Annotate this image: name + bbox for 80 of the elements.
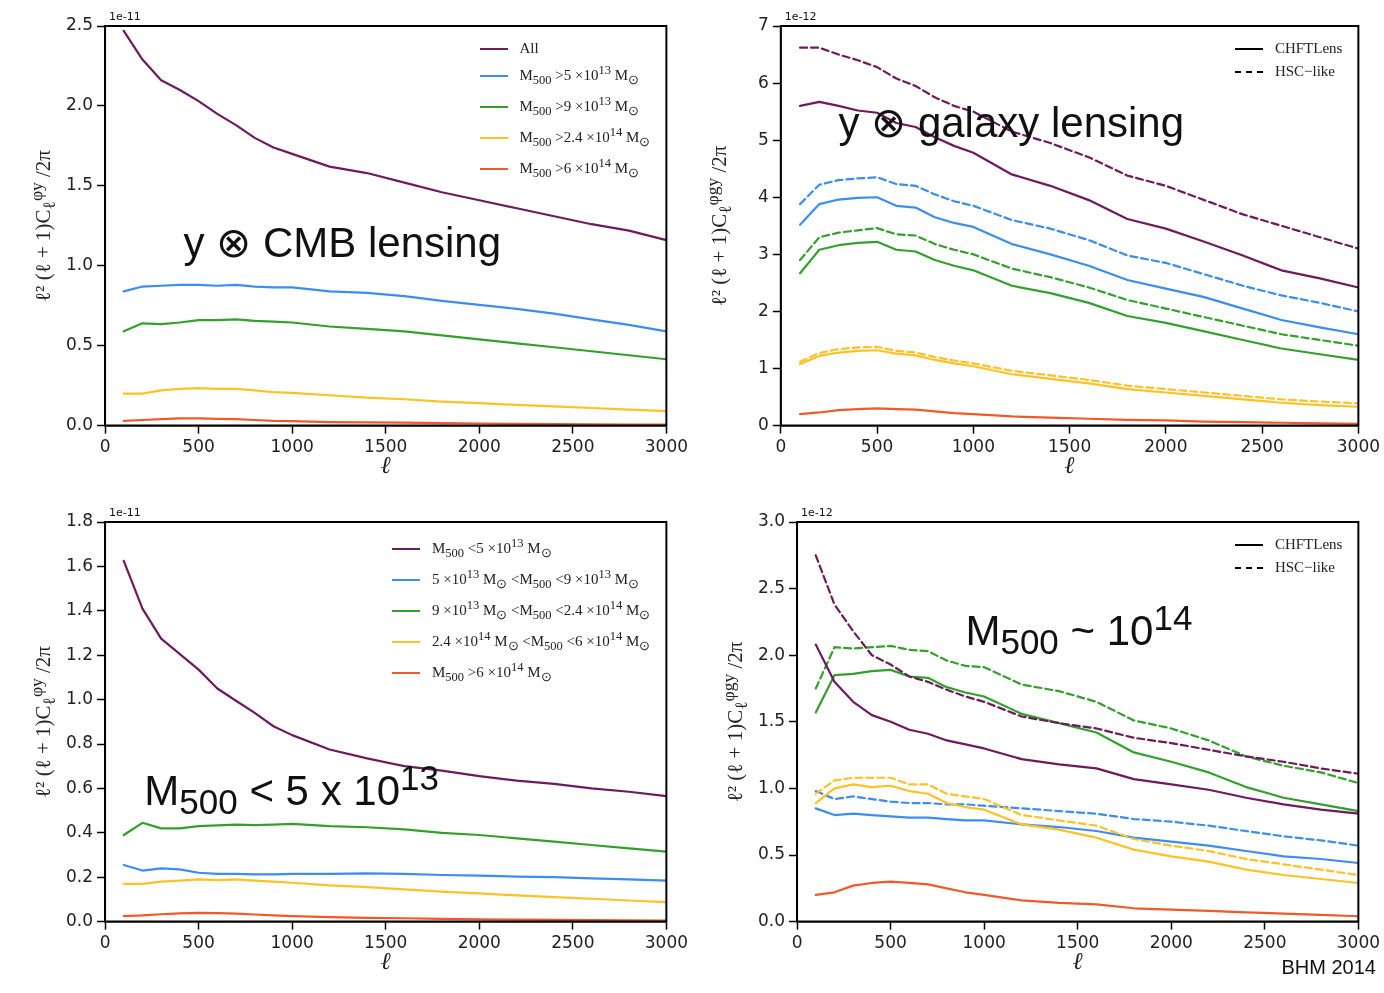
y-tick-label: 2.0 [65,94,94,115]
y-tick-label: 0.2 [65,865,94,886]
x-tick-label: 1000 [270,932,314,953]
y-tick-label: 3 [757,242,769,263]
y-tick-label: 7 [757,14,769,35]
x-tick-label: 3000 [644,436,688,457]
y-tick-label: 0.6 [65,776,94,797]
annotation: M$_{500}$ < 5 x 10$^{13}$ [144,757,439,822]
legend-label: M$_{500}$ >9 ×10$^{13}$ M$_{⊙}$ [519,94,640,119]
line-series [814,554,1359,775]
y-tick-label: 1.6 [65,554,94,575]
x-tick-label: 0 [791,932,803,953]
y-tick-label: 2.5 [65,14,94,35]
y-tick-label: 5 [757,128,769,149]
x-tick-label: 3000 [1336,932,1380,953]
annotation: M$_{500}$ ~ 10$^{14}$ [965,597,1193,663]
legend-label: M$_{500}$ >6 ×10$^{14}$ M$_{⊙}$ [432,660,552,685]
y-tick-label: 1.0 [65,688,94,709]
line-series [798,226,1359,347]
legend-label: CHFTLens [1274,40,1343,57]
y-tick-label: 1.5 [757,710,786,731]
x-tick-label: 0 [99,932,111,953]
y-tick-label: 0.5 [65,334,94,355]
text: 5 ×10$^{13}$ M$_{⊙}$ <M$_{500}$ <9 ×10$^{13}$ M$_{⊙}$ [432,567,640,591]
y-tick-label: 1.2 [65,643,94,664]
x-tick-label: 1000 [270,436,314,457]
x-tick-label: 2000 [1144,436,1188,457]
annotation: y ⊗ CMB lensing [183,217,502,267]
y-tick-label: 4 [757,185,769,206]
line-series [798,176,1359,313]
y-tick-label: 0.4 [65,821,94,842]
y-tick-label: 1.4 [65,599,94,620]
y-tick-label: 1.5 [65,174,94,195]
x-tick-label: 1000 [951,436,995,457]
legend-label: M$_{500}$ >5 ×10$^{13}$ M$_{⊙}$ [519,63,640,88]
x-tick-label: 500 [860,436,894,457]
legend-label: All [519,40,539,57]
text: 1e-11 [109,10,141,23]
legend-label: M$_{500}$ >6 ×10$^{14}$ M$_{⊙}$ [519,156,640,181]
x-tick-label: 3000 [1336,436,1380,457]
x-tick-label: 500 [874,932,907,953]
x-tick-label: 2000 [1149,932,1193,953]
x-tick-label: 2500 [1243,932,1287,953]
y-tick-label: 1.8 [65,510,94,531]
y-tick-label: 0 [757,414,769,435]
legend-label: HSC−like [1274,63,1336,80]
x-tick-label: 2000 [457,436,501,457]
x-tick-label: 2500 [1240,436,1284,457]
x-tick-label: 1000 [962,932,1006,953]
y-tick-label: 2.5 [757,577,786,598]
y-tick-label: 1 [757,356,769,377]
legend-label: HSC−like [1274,559,1336,576]
y-tick-label: 0.0 [65,414,94,435]
y-tick-label: 1.0 [757,776,786,797]
x-tick-label: 500 [182,932,215,953]
text: 1e-12 [801,506,833,519]
y-tick-label: 0.8 [65,732,94,753]
y-tick-label: 3.0 [757,510,786,531]
text: 1e-12 [784,10,817,23]
line-series [814,789,1359,847]
x-tick-label: 0 [99,436,111,457]
legend-label: M$_{500}$ <5 ×10$^{13}$ M$_{⊙}$ [432,536,552,561]
y-tick-label: 6 [757,71,769,92]
text: BHM 2014 [1281,955,1376,979]
y-tick-label: 0.5 [757,843,786,864]
y-tick-label: 2.0 [757,643,786,664]
legend-label: M$_{500}$ >2.4 ×10$^{14}$ M$_{⊙}$ [519,125,651,150]
text: 2.4 ×10$^{14}$ M$_{⊙}$ <M$_{500}$ <6 ×10$^{14}$ M$_{⊙}$ [432,629,651,653]
text: 1e-11 [109,506,141,519]
legend-label: CHFTLens [1274,536,1343,553]
x-tick-label: 2500 [551,932,595,953]
x-tick-label: 3000 [644,932,688,953]
y-tick-label: 0.0 [65,910,94,931]
y-tick-label: 1.0 [65,254,94,275]
x-tick-label: 2500 [551,436,595,457]
y-tick-label: 2 [757,299,769,320]
x-tick-label: 2000 [457,932,501,953]
x-tick-label: 500 [182,436,215,457]
y-tick-label: 0.0 [757,910,786,931]
text: 9 ×10$^{13}$ M$_{⊙}$ <M$_{500}$ <2.4 ×10$^{14}$ M$_{⊙}$ [432,598,651,622]
